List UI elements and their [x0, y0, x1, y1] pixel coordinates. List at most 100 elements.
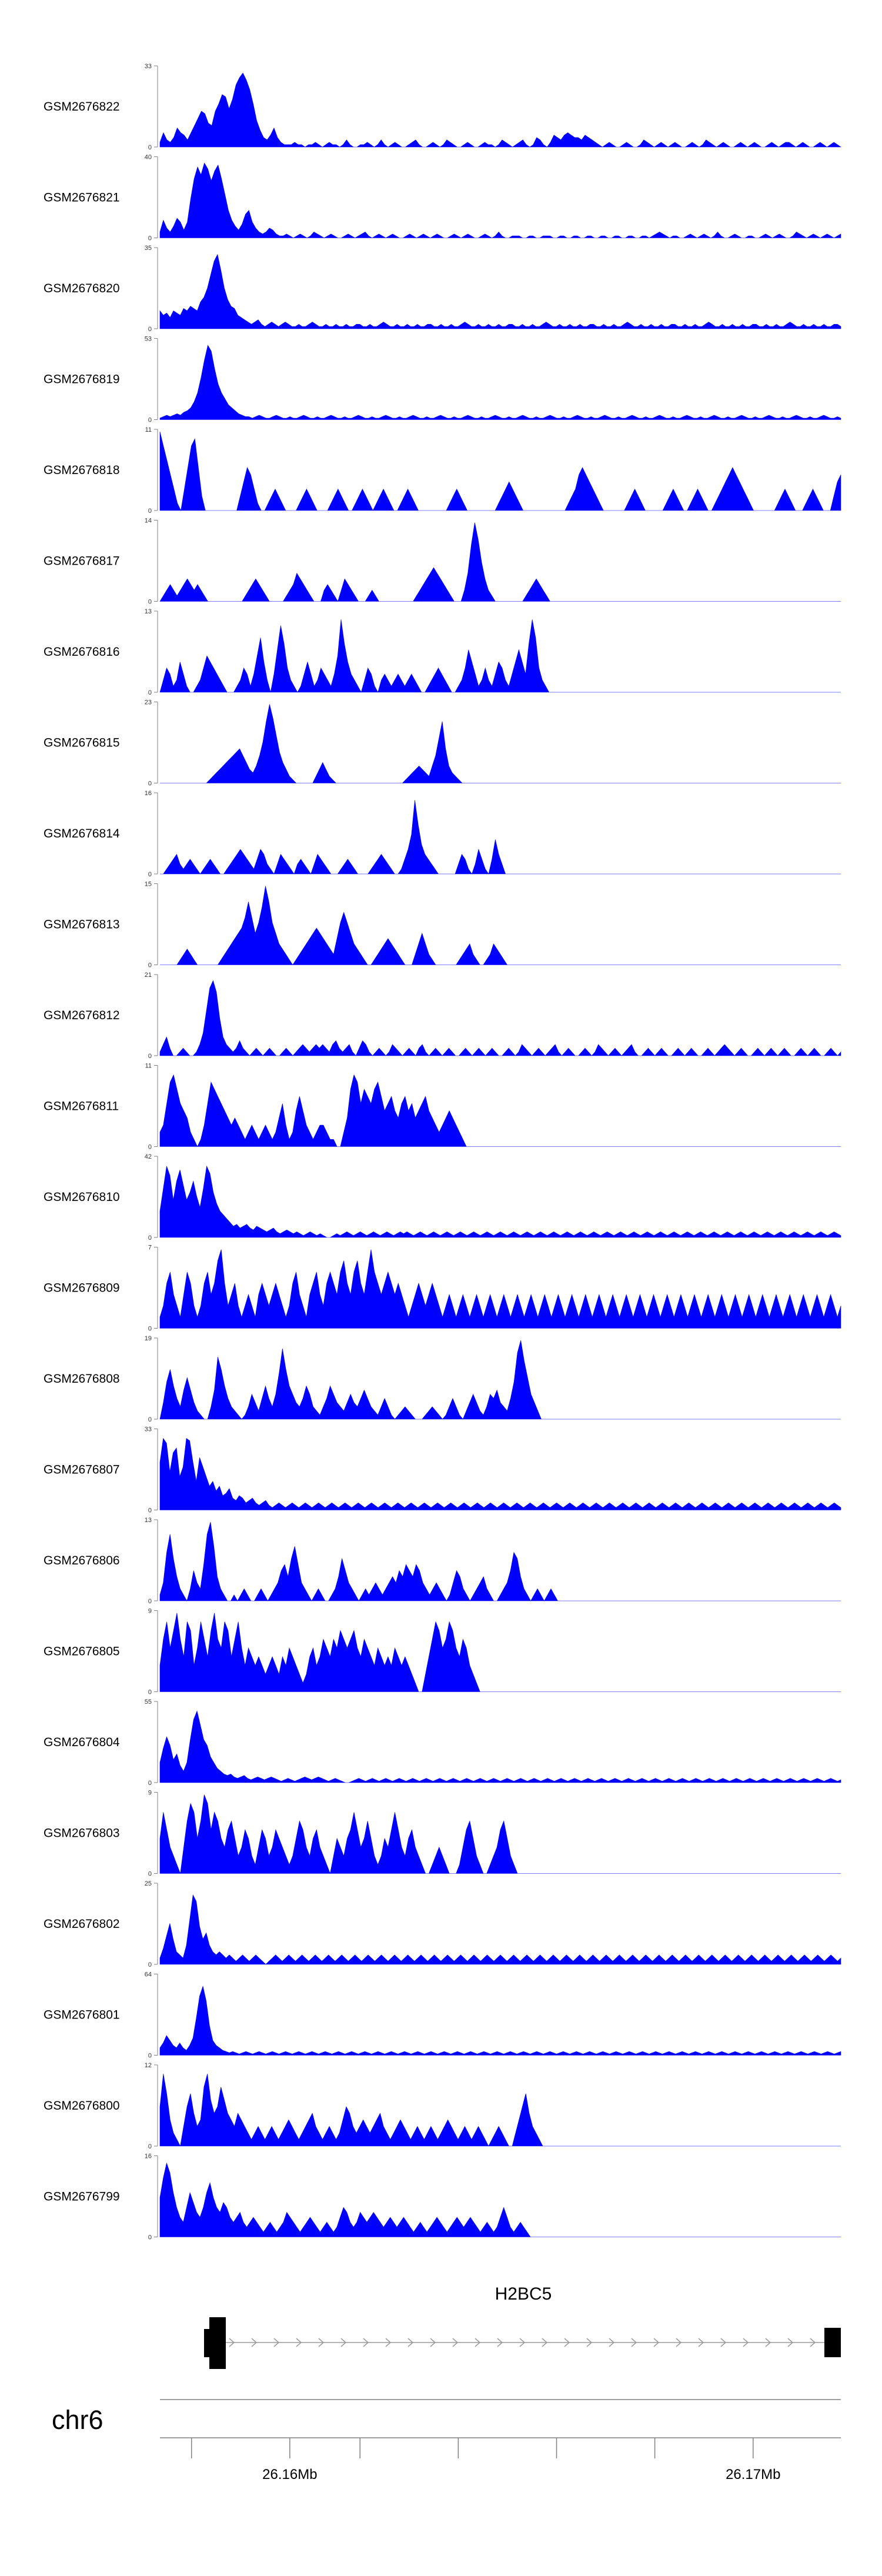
- track-signal-area: [159, 1437, 841, 1510]
- track-GSM2676810: GSM2676810 42 0: [44, 1153, 841, 1242]
- track-GSM2676816: GSM2676816 13 0: [44, 608, 841, 696]
- track-y-zero-label: 0: [148, 871, 152, 878]
- track-y-max-label: 12: [145, 2062, 152, 2069]
- track-y-zero-label: 0: [148, 1416, 152, 1423]
- track-label: GSM2676808: [44, 1372, 120, 1386]
- track-signal-area: [159, 1165, 841, 1238]
- track-y-max-label: 14: [145, 518, 152, 525]
- track-y-zero-label: 0: [148, 1326, 152, 1333]
- track-label: GSM2676810: [44, 1190, 120, 1204]
- track-label: GSM2676811: [44, 1100, 119, 1113]
- track-GSM2676809: GSM2676809 7 0: [44, 1244, 841, 1333]
- track-y-zero-label: 0: [148, 508, 152, 515]
- track-y-max-label: 21: [145, 972, 152, 979]
- chromosome-label: chr6: [52, 2405, 103, 2435]
- strand-arrow: [542, 2338, 548, 2347]
- strand-arrow: [810, 2338, 816, 2347]
- track-GSM2676799: GSM2676799 16 0: [44, 2153, 841, 2241]
- track-y-max-label: 53: [145, 336, 152, 343]
- axis-tick-label: 26.17Mb: [726, 2467, 780, 2482]
- track-label: GSM2676821: [44, 191, 120, 205]
- strand-arrow: [340, 2338, 347, 2347]
- track-GSM2676819: GSM2676819 53 0: [44, 336, 841, 424]
- strand-arrow: [765, 2338, 771, 2347]
- track-y-zero-label: 0: [148, 689, 152, 696]
- track-y-max-label: 7: [148, 1244, 152, 1252]
- track-y-zero-label: 0: [148, 2234, 152, 2241]
- track-label: GSM2676805: [44, 1645, 120, 1659]
- track-y-zero-label: 0: [148, 144, 152, 151]
- track-y-zero-label: 0: [148, 1144, 152, 1151]
- strand-arrow: [631, 2338, 637, 2347]
- strand-arrow: [430, 2338, 436, 2347]
- track-GSM2676820: GSM2676820 35 0: [44, 245, 841, 333]
- strand-arrow: [363, 2338, 369, 2347]
- track-GSM2676818: GSM2676818 11 0: [44, 426, 841, 515]
- track-label: GSM2676812: [44, 1009, 120, 1022]
- track-GSM2676801: GSM2676801 64 0: [44, 1971, 841, 2060]
- track-y-zero-label: 0: [148, 2053, 152, 2060]
- track-label: GSM2676802: [44, 1917, 120, 1931]
- strand-arrow: [653, 2338, 660, 2347]
- axis-tick-label: 26.16Mb: [262, 2467, 317, 2482]
- strand-arrow: [676, 2338, 682, 2347]
- track-signal-area: [160, 704, 841, 783]
- track-y-zero-label: 0: [148, 599, 152, 606]
- track-signal-area: [160, 800, 841, 875]
- strand-arrow: [609, 2338, 615, 2347]
- track-label: GSM2676814: [44, 827, 120, 840]
- track-y-max-label: 42: [145, 1153, 152, 1160]
- track-signal-area: [159, 1613, 841, 1692]
- track-label: GSM2676818: [44, 463, 120, 477]
- track-signal-area: [159, 1249, 841, 1329]
- strand-arrow: [475, 2338, 481, 2347]
- track-y-max-label: 11: [145, 1063, 152, 1070]
- track-signal-area: [159, 619, 841, 693]
- track-signal-area: [159, 1521, 841, 1601]
- track-label: GSM2676819: [44, 373, 120, 386]
- track-y-max-label: 64: [145, 1971, 152, 1978]
- track-signal-area: [159, 431, 841, 511]
- track-GSM2676808: GSM2676808 19 0: [44, 1335, 841, 1423]
- track-y-zero-label: 0: [148, 962, 152, 969]
- track-GSM2676805: GSM2676805 9 0: [44, 1608, 841, 1696]
- strand-arrow: [407, 2338, 414, 2347]
- track-label: GSM2676809: [44, 1282, 120, 1295]
- track-y-zero-label: 0: [148, 1507, 152, 1514]
- track-y-zero-label: 0: [148, 1780, 152, 1787]
- track-GSM2676821: GSM2676821 40 0: [44, 154, 841, 242]
- strand-arrow: [385, 2338, 392, 2347]
- track-GSM2676804: GSM2676804 55 0: [44, 1699, 841, 1787]
- track-y-max-label: 33: [145, 1426, 152, 1433]
- track-signal-area: [160, 886, 841, 966]
- track-GSM2676813: GSM2676813 15 0: [44, 881, 841, 969]
- track-label: GSM2676817: [44, 555, 120, 568]
- strand-arrow: [698, 2338, 704, 2347]
- track-y-max-label: 9: [148, 1790, 152, 1797]
- track-y-zero-label: 0: [148, 1598, 152, 1605]
- strand-arrow: [273, 2338, 280, 2347]
- track-signal-area: [159, 522, 841, 602]
- track-label: GSM2676820: [44, 282, 120, 295]
- track-y-max-label: 13: [145, 608, 152, 615]
- gene-utr-left: [204, 2329, 210, 2357]
- track-y-zero-label: 0: [148, 235, 152, 242]
- track-GSM2676812: GSM2676812 21 0: [44, 972, 841, 1060]
- track-signal-area: [159, 980, 841, 1056]
- track-label: GSM2676804: [44, 1736, 120, 1749]
- track-label: GSM2676807: [44, 1463, 120, 1477]
- track-GSM2676815: GSM2676815 23 0: [44, 699, 841, 788]
- track-GSM2676802: GSM2676802 25 0: [44, 1880, 841, 1968]
- track-label: GSM2676816: [44, 645, 120, 659]
- strand-arrow: [720, 2338, 727, 2347]
- track-label: GSM2676815: [44, 736, 120, 750]
- strand-arrow: [586, 2338, 593, 2347]
- strand-arrow: [787, 2338, 794, 2347]
- track-y-zero-label: 0: [148, 1689, 152, 1696]
- track-y-max-label: 9: [148, 1608, 152, 1615]
- track-label: GSM2676806: [44, 1554, 120, 1567]
- genome-axis: 26.16Mb 26.17Mb: [160, 2437, 841, 2482]
- track-label: GSM2676800: [44, 2099, 120, 2113]
- track-signal-area: [159, 162, 841, 238]
- track-y-max-label: 11: [145, 426, 152, 433]
